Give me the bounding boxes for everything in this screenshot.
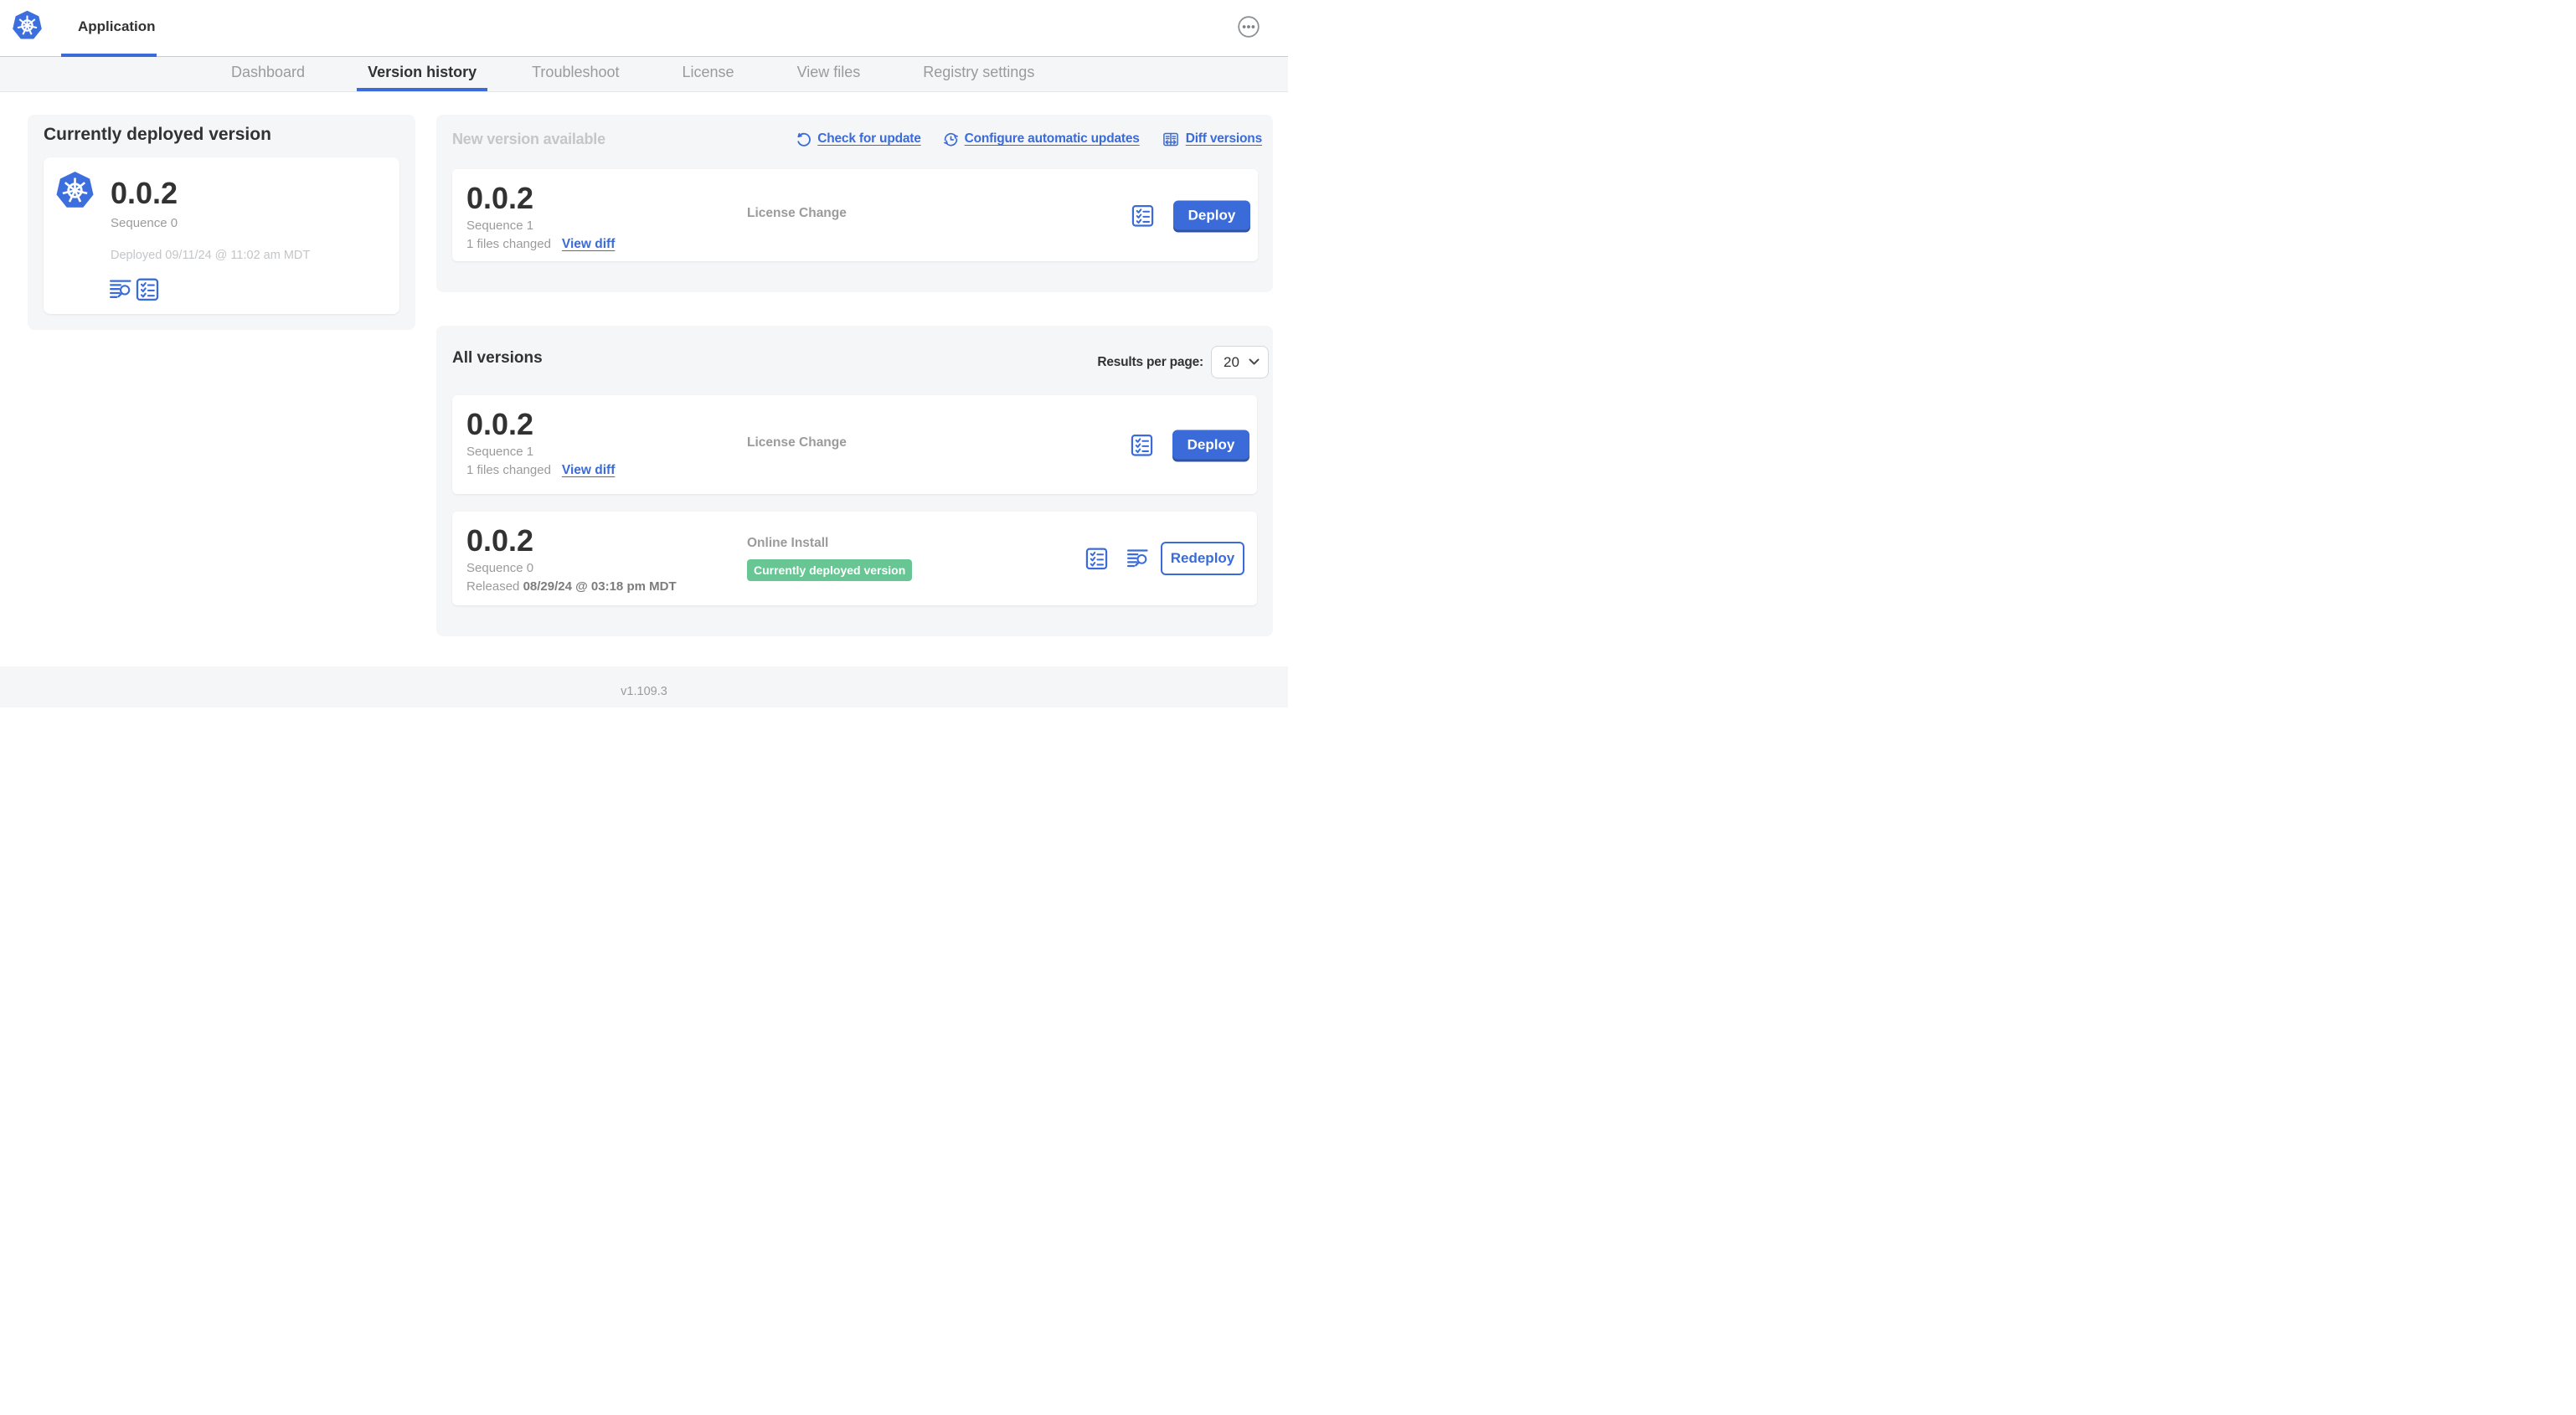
- new-version-card: 0.0.2 Sequence 1 1 files changed View di…: [452, 169, 1258, 261]
- app-icon: [55, 171, 95, 209]
- app-footer: v1.109.3: [0, 666, 1288, 708]
- ellipsis-icon: [1238, 16, 1260, 38]
- app-title: Application: [78, 18, 156, 34]
- files-changed: 1 files changed: [466, 463, 551, 477]
- new-version-number: 0.0.2: [466, 181, 534, 215]
- all-versions-title: All versions: [452, 348, 543, 367]
- deployed-panel-title: Currently deployed version: [44, 125, 271, 144]
- results-per-page-select[interactable]: 20: [1211, 346, 1269, 378]
- subnav-tabs: Dashboard Version history Troubleshoot L…: [0, 57, 1288, 92]
- files-changed: 1 files changed: [466, 237, 551, 251]
- main-content: Currently deployed version 0.0.2 Sequenc…: [0, 92, 1288, 636]
- all-versions-panel: All versions Results per page: 20 0.0.2 …: [436, 326, 1273, 636]
- configure-automatic-updates-link[interactable]: Configure automatic updates: [943, 131, 1140, 147]
- row-version-number: 0.0.2: [466, 523, 534, 558]
- deployed-timestamp: Deployed 09/11/24 @ 11:02 am MDT: [111, 249, 311, 262]
- version-source: Online Install: [747, 536, 829, 550]
- deployed-version-card: 0.0.2 Sequence 0 Deployed 09/11/24 @ 11:…: [44, 157, 399, 314]
- row-released: Released 08/29/24 @ 03:18 pm MDT: [466, 579, 677, 594]
- tab-troubleshoot[interactable]: Troubleshoot: [532, 64, 620, 80]
- preflight-checks-icon[interactable]: [1131, 433, 1153, 456]
- currently-deployed-panel: Currently deployed version 0.0.2 Sequenc…: [28, 115, 415, 330]
- row-sequence: Sequence 1: [466, 445, 534, 459]
- preflight-checks-icon[interactable]: [136, 277, 159, 301]
- deploy-button[interactable]: Deploy: [1172, 430, 1249, 460]
- row-version-number: 0.0.2: [466, 407, 534, 441]
- version-source: License Change: [747, 435, 847, 450]
- deployed-version-number: 0.0.2: [111, 176, 178, 210]
- deployed-sequence: Sequence 0: [111, 216, 178, 230]
- tab-registry-settings[interactable]: Registry settings: [923, 64, 1035, 80]
- view-diff-link[interactable]: View diff: [561, 237, 616, 251]
- row-sequence: Sequence 0: [466, 561, 534, 575]
- tab-dashboard[interactable]: Dashboard: [231, 64, 306, 80]
- tab-view-files[interactable]: View files: [796, 64, 861, 80]
- refresh-icon: [797, 132, 811, 147]
- diff-icon: [1162, 132, 1178, 146]
- console-version: v1.109.3: [621, 685, 667, 698]
- release-notes-icon[interactable]: [1126, 547, 1149, 570]
- tab-version-history[interactable]: Version history: [357, 57, 488, 91]
- kubernetes-logo-icon: [12, 10, 43, 40]
- version-row: 0.0.2 Sequence 1 1 files changed View di…: [452, 395, 1257, 494]
- auto-update-icon: [943, 132, 958, 146]
- results-per-page-label: Results per page:: [1097, 354, 1203, 369]
- deploy-button[interactable]: Deploy: [1173, 200, 1250, 230]
- check-for-update-link[interactable]: Check for update: [796, 131, 921, 147]
- diff-versions-link[interactable]: Diff versions: [1162, 131, 1262, 147]
- chevron-down-icon: [1249, 358, 1260, 365]
- tab-license[interactable]: License: [682, 64, 734, 80]
- view-diff-link[interactable]: View diff: [561, 463, 616, 477]
- app-header: Application: [0, 0, 1288, 57]
- new-version-title: New version available: [452, 131, 605, 147]
- new-version-sequence: Sequence 1: [466, 219, 534, 233]
- preflight-checks-icon[interactable]: [1085, 547, 1108, 570]
- redeploy-button[interactable]: Redeploy: [1161, 542, 1244, 575]
- app-menu-button[interactable]: [1238, 16, 1260, 38]
- release-notes-icon[interactable]: [109, 277, 132, 301]
- new-version-panel: New version available Check for update C…: [436, 115, 1273, 292]
- version-row: 0.0.2 Sequence 0 Released 08/29/24 @ 03:…: [452, 512, 1257, 605]
- currently-deployed-badge: Currently deployed version: [747, 559, 913, 581]
- nav-item-application[interactable]: Application: [61, 0, 157, 57]
- preflight-checks-icon[interactable]: [1131, 203, 1154, 227]
- version-source: License Change: [747, 206, 847, 220]
